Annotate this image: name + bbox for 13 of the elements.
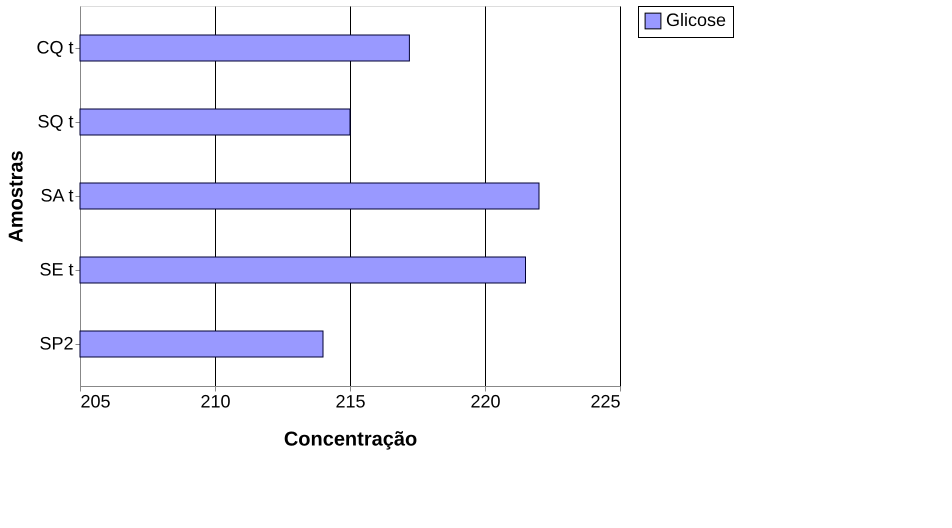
x-tick-label: 210	[200, 392, 231, 412]
legend-label: Glicose	[666, 10, 726, 30]
x-axis-title: Concentração	[284, 428, 418, 450]
x-tick-label: 220	[470, 392, 501, 412]
y-tick-label: SQ t	[37, 112, 74, 132]
y-tick-label: CQ t	[36, 38, 74, 58]
x-tick-label: 225	[590, 392, 620, 412]
x-tick-label: 205	[80, 392, 111, 412]
y-axis-title: Amostras	[6, 150, 28, 243]
x-tick-label: 215	[335, 392, 366, 412]
y-tick-label: SE t	[39, 260, 74, 280]
y-tick-label: SP2	[39, 334, 74, 354]
y-tick-label: SA t	[40, 186, 74, 206]
